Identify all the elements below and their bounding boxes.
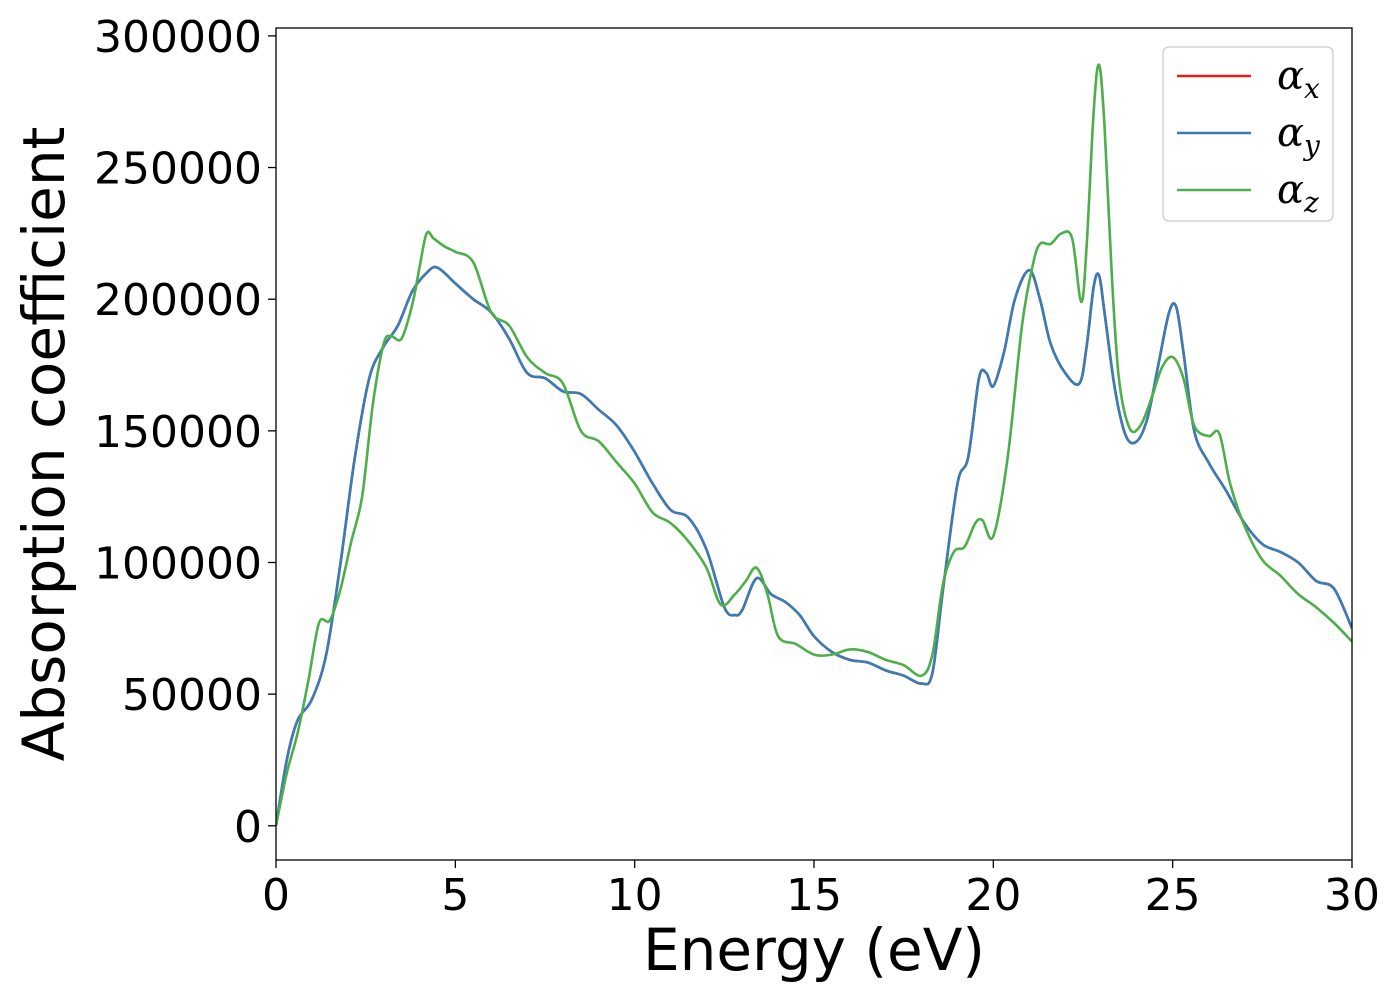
series-line-2 — [276, 265, 1352, 827]
y-tick-label: 50000 — [122, 670, 262, 721]
y-tick-label: 300000 — [94, 12, 262, 63]
legend-entry: αy — [1277, 110, 1321, 162]
x-tick-label: 25 — [1145, 870, 1201, 921]
legend-entry: αx — [1277, 53, 1320, 105]
y-tick-label: 0 — [234, 802, 262, 853]
y-tick-label: 200000 — [94, 275, 262, 326]
x-axis-ticks: 0 5 10 15 20 25 30 — [262, 860, 1380, 921]
x-tick-label: 0 — [262, 870, 290, 921]
x-tick-label: 10 — [607, 870, 663, 921]
y-axis-ticks: 0 50000 100000 150000 200000 250000 300000 — [94, 12, 276, 853]
y-tick-label: 250000 — [94, 144, 262, 195]
series-line-3 — [276, 63, 1352, 827]
y-axis-label: Absorption coefficient — [10, 127, 78, 762]
y-tick-label: 100000 — [94, 538, 262, 589]
x-tick-label: 30 — [1324, 870, 1380, 921]
x-axis-label: Energy (eV) — [643, 916, 985, 984]
x-tick-label: 5 — [441, 870, 469, 921]
legend-entry: αz — [1277, 167, 1319, 219]
x-tick-label: 20 — [965, 870, 1021, 921]
y-tick-label: 150000 — [94, 407, 262, 458]
x-tick-label: 15 — [786, 870, 842, 921]
plot-lines — [276, 63, 1352, 827]
